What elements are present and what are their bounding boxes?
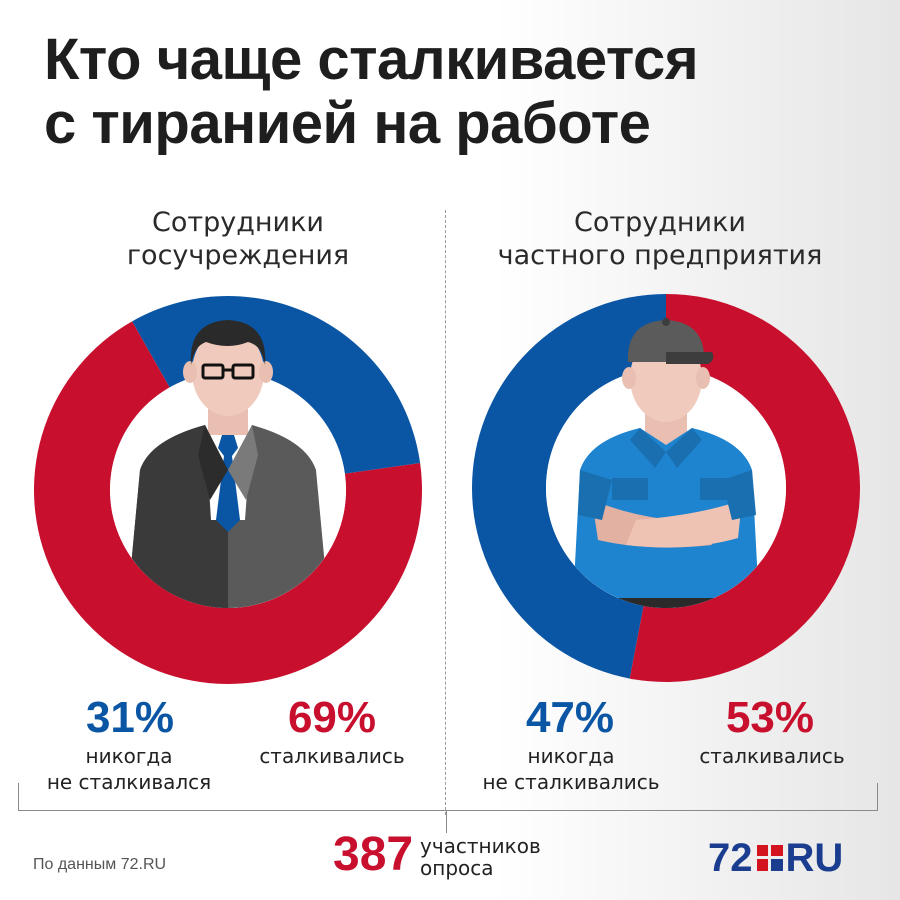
private-faced-label: сталкивались: [699, 744, 845, 768]
private-faced-percent: 53%: [725, 693, 815, 742]
logo-number: 72: [708, 836, 753, 880]
title-line-1: Кто чаще сталкивается: [44, 27, 699, 92]
center-divider: [445, 210, 446, 815]
government-faced-percent: 69%: [287, 693, 377, 742]
total-bracket-tick: [446, 811, 447, 833]
title-line-2: с тиранией на работе: [44, 91, 651, 156]
infographic-title: Кто чаще сталкивается с тиранией на рабо…: [44, 28, 874, 156]
private-never-label-line-1: никогда: [527, 744, 615, 768]
group-title-government: Сотрудники госучреждения: [48, 206, 428, 272]
participants-label: участников опроса: [420, 835, 541, 879]
private-never-percent: 47%: [525, 693, 615, 742]
total-bracket: [18, 783, 878, 811]
data-source: По данным 72.RU: [33, 856, 167, 873]
group-title-private-line-2: частного предприятия: [497, 240, 823, 271]
participants-label-line-1: участников: [420, 834, 541, 858]
private-never-label-line-2: не сталкивались: [482, 770, 660, 794]
private-never-label: никогда не сталкивались: [456, 743, 686, 795]
group-title-government-line-1: Сотрудники: [152, 207, 324, 238]
participants-count: 387: [333, 828, 414, 881]
government-never-label-line-2: не сталкивался: [46, 770, 212, 794]
government-never-label: никогда не сталкивался: [18, 743, 240, 795]
group-title-private-line-1: Сотрудники: [574, 207, 746, 238]
private-slice-never: [471, 294, 666, 679]
group-title-private: Сотрудники частного предприятия: [460, 206, 860, 272]
logo-suffix: RU: [785, 836, 844, 880]
private-slice-faced: [629, 294, 860, 683]
government-never-percent: 31%: [85, 693, 175, 742]
factory-worker-illustration: [572, 318, 760, 608]
government-slice-faced: [33, 321, 422, 685]
brand-logo: 72 RU: [708, 836, 843, 880]
logo-square-icon: [756, 845, 783, 871]
government-never-label-line-1: никогда: [85, 744, 173, 768]
office-worker-illustration: [126, 320, 330, 608]
group-title-government-line-2: госучреждения: [126, 240, 350, 271]
government-faced-label: сталкивались: [259, 744, 405, 768]
participants-label-line-2: опроса: [420, 856, 494, 880]
